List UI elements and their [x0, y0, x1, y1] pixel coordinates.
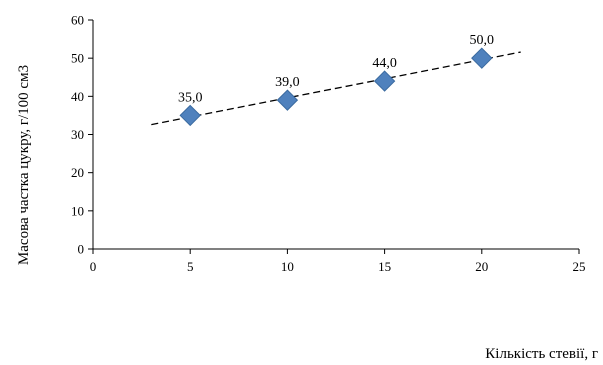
y-tick-label: 60	[71, 13, 84, 28]
y-tick-label: 40	[71, 89, 84, 104]
x-tick-label: 25	[573, 259, 586, 274]
data-point	[179, 104, 201, 127]
y-tick-label: 10	[71, 203, 84, 218]
x-tick-label: 20	[475, 259, 488, 274]
y-tick-label: 20	[71, 165, 84, 180]
x-tick-label: 5	[187, 259, 194, 274]
data-point	[373, 70, 396, 92]
y-tick-label: 30	[71, 127, 84, 142]
trendline	[151, 51, 521, 126]
data-label: 44,0	[372, 56, 397, 71]
x-tick-label: 0	[90, 259, 97, 274]
data-points	[179, 47, 493, 127]
x-tick-label: 10	[281, 259, 294, 274]
axes	[92, 20, 579, 250]
data-labels: 35,0 39,0 44,0 50,0	[178, 33, 494, 105]
x-axis-title: Кількість стевії, г	[485, 346, 598, 362]
data-label: 35,0	[178, 90, 203, 105]
data-label: 39,0	[275, 75, 300, 90]
y-tick-label: 50	[71, 51, 84, 66]
data-point	[471, 47, 493, 69]
x-ticks: 0 5 10 15 20 25	[90, 249, 586, 274]
data-point	[276, 89, 299, 111]
y-axis-title: Масова частка цукру, г/100 см3	[16, 65, 32, 265]
x-tick-label: 15	[378, 259, 391, 274]
y-ticks: 0 10 20 30 40 50 60	[71, 13, 93, 257]
data-label: 50,0	[470, 33, 495, 48]
y-tick-label: 0	[78, 242, 85, 257]
